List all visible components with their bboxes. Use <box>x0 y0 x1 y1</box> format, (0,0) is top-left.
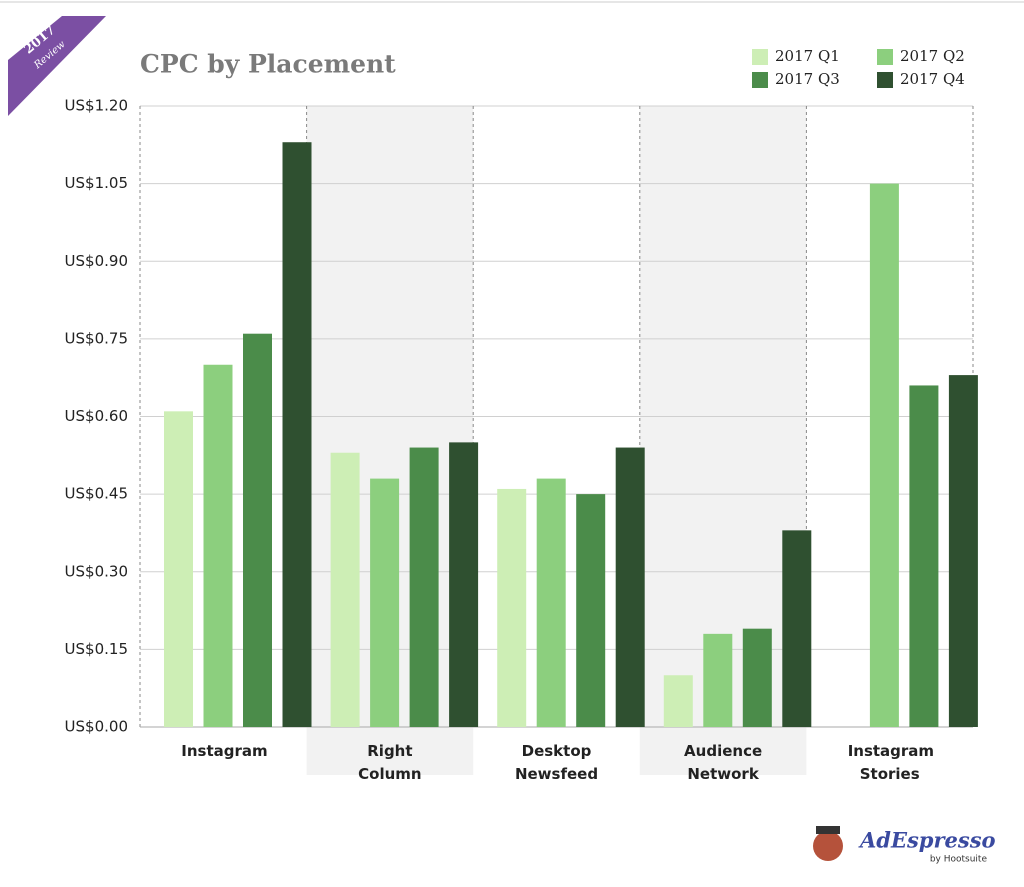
bar <box>909 385 939 727</box>
bar <box>742 628 772 727</box>
y-tick-label: US$1.20 <box>65 97 128 115</box>
y-tick-label: US$0.15 <box>65 640 128 658</box>
bar <box>869 183 899 727</box>
y-tick-label: US$0.60 <box>65 407 128 425</box>
bar <box>703 633 733 727</box>
chart-title: CPC by Placement <box>140 50 396 79</box>
bar <box>243 333 272 727</box>
bar <box>782 530 812 727</box>
x-tick-label: Right Column <box>358 742 422 783</box>
legend-swatch <box>877 49 893 65</box>
y-tick-label: US$0.30 <box>65 562 128 580</box>
bar <box>948 375 978 727</box>
logo-hat <box>816 826 840 834</box>
y-tick-label: US$0.00 <box>65 718 128 736</box>
bar <box>370 478 400 727</box>
bar <box>615 447 645 727</box>
bar <box>203 364 233 727</box>
bar <box>282 142 312 728</box>
logo-icon <box>813 831 843 861</box>
legend-label: 2017 Q1 <box>775 47 840 65</box>
bar <box>330 452 360 727</box>
bar <box>449 442 479 727</box>
bar <box>497 488 527 727</box>
y-tick-label: US$0.90 <box>65 252 128 270</box>
bar <box>164 411 193 727</box>
legend-swatch <box>752 72 768 88</box>
x-tick-label: Audience Network <box>684 742 763 783</box>
legend-swatch <box>877 72 893 88</box>
legend-label: 2017 Q4 <box>900 70 965 88</box>
y-tick-label: US$1.05 <box>65 174 128 192</box>
logo-by: by Hootsuite <box>930 855 988 865</box>
bar <box>576 494 606 727</box>
badge <box>8 16 106 116</box>
legend-label: 2017 Q3 <box>775 70 840 88</box>
y-tick-label: US$0.75 <box>65 329 128 347</box>
bar <box>409 447 439 727</box>
legend-swatch <box>752 49 768 65</box>
legend-label: 2017 Q2 <box>900 47 965 65</box>
x-tick-label: Instagram Stories <box>847 742 935 783</box>
x-tick-label: Instagram <box>181 742 268 760</box>
y-tick-label: US$0.45 <box>65 485 128 503</box>
bar <box>536 478 566 727</box>
logo-brand: AdEspresso <box>858 828 996 853</box>
bar <box>663 675 693 727</box>
x-tick-label: Desktop Newsfeed <box>514 742 599 783</box>
